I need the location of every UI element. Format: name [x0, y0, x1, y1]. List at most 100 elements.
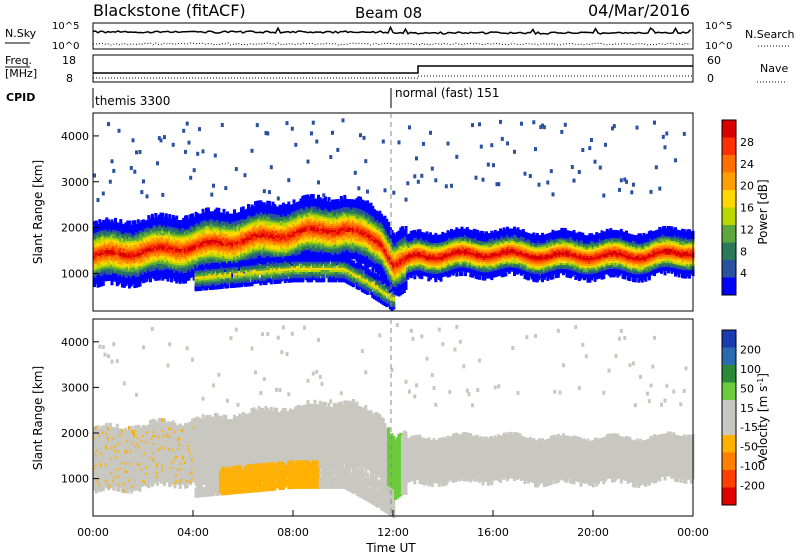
- power-cell: [143, 257, 147, 262]
- power-cell: [171, 256, 175, 261]
- power-cell: [131, 239, 135, 243]
- power-cell: [126, 224, 130, 229]
- power-cell: [182, 228, 186, 233]
- power-cell: [166, 240, 170, 245]
- power-cell: [124, 234, 128, 239]
- power-cell: [185, 223, 189, 228]
- power-cell: [94, 276, 98, 281]
- power-cell: [133, 269, 137, 274]
- power-cell: [115, 263, 119, 268]
- power-cell: [187, 235, 191, 240]
- power-cell: [133, 275, 137, 280]
- power-cell: [103, 258, 107, 263]
- power-cell: [142, 235, 145, 240]
- power-cell: [122, 228, 126, 233]
- power-cell: [145, 222, 149, 226]
- power-cell: [131, 222, 135, 227]
- power-cell: [150, 265, 154, 270]
- power-cell: [121, 252, 124, 257]
- power-cell: [180, 234, 184, 239]
- power-cell: [191, 221, 194, 226]
- power-cell: [140, 271, 144, 276]
- noise-left-tick-high: 10^5: [52, 21, 79, 32]
- power-cell: [121, 234, 124, 238]
- power-cell: [110, 271, 114, 275]
- power-cell: [135, 236, 138, 241]
- power-cell: [142, 262, 145, 267]
- power-cell: [110, 281, 114, 286]
- power-cell: [147, 264, 151, 269]
- power-cell: [143, 237, 147, 242]
- power-cell: [189, 261, 193, 266]
- power-cell: [129, 247, 133, 252]
- power-cell: [173, 256, 177, 261]
- power-cell: [98, 245, 102, 250]
- power-cell: [171, 245, 175, 250]
- power-cell: [145, 250, 149, 255]
- power-cell: [131, 241, 135, 246]
- power-cell: [192, 251, 196, 256]
- power-cell: [124, 247, 128, 252]
- power-cell: [119, 266, 123, 271]
- power-cell: [126, 234, 130, 239]
- power-cell: [327, 197, 331, 202]
- power-cell: [178, 240, 182, 245]
- power-cell: [147, 252, 151, 257]
- power-cell: [115, 274, 119, 278]
- power-cell: [98, 262, 102, 267]
- power-cell: [159, 218, 163, 223]
- power-cell: [121, 236, 124, 241]
- power-cell: [185, 215, 189, 220]
- power-cell: [110, 248, 114, 253]
- power-cell: [178, 275, 182, 280]
- power-cell: [115, 245, 119, 250]
- power-cell: [157, 245, 161, 250]
- power-cell: [140, 259, 144, 264]
- power-cell: [194, 224, 198, 229]
- power-cell: [124, 228, 128, 233]
- power-cell: [173, 260, 177, 265]
- power-cell: [107, 221, 110, 226]
- power-cell: [189, 265, 193, 270]
- power-cell: [164, 213, 168, 218]
- power-cell: [164, 246, 168, 251]
- power-cell: [156, 268, 159, 273]
- power-cell: [154, 227, 158, 232]
- power-cell: [121, 273, 124, 278]
- power-cell: [112, 256, 116, 261]
- power-cell: [166, 261, 170, 266]
- power-cell: [178, 246, 182, 251]
- power-cell: [117, 278, 121, 283]
- power-cell: [131, 251, 135, 256]
- power-cell: [121, 267, 124, 271]
- power-cell: [100, 270, 103, 275]
- power-cell: [110, 242, 114, 247]
- power-cell: [142, 225, 145, 230]
- freq-panel-frame: [92, 54, 694, 83]
- power-cell: [178, 226, 182, 231]
- power-cell: [129, 226, 133, 231]
- power-cell: [119, 243, 123, 248]
- power-cell: [143, 224, 147, 229]
- power-cell: [108, 254, 112, 259]
- power-cell: [170, 266, 173, 271]
- power-cell: [161, 192, 165, 197]
- power-cell: [168, 224, 172, 229]
- power-cell: [96, 277, 100, 282]
- power-cell: [117, 270, 121, 275]
- power-cell: [108, 268, 112, 273]
- power-cell: [124, 222, 128, 227]
- power-cell: [108, 235, 112, 240]
- power-cell: [164, 256, 168, 261]
- power-cell: [93, 250, 96, 255]
- power-cell: [192, 235, 196, 240]
- power-cell: [171, 266, 175, 271]
- power-cell: [157, 214, 161, 219]
- power-cell: [317, 180, 320, 185]
- power-cell: [266, 131, 270, 136]
- power-cell: [168, 267, 172, 272]
- power-cell: [108, 264, 112, 269]
- power-cell: [110, 233, 114, 238]
- power-cell: [138, 253, 142, 258]
- power-cell: [175, 238, 179, 243]
